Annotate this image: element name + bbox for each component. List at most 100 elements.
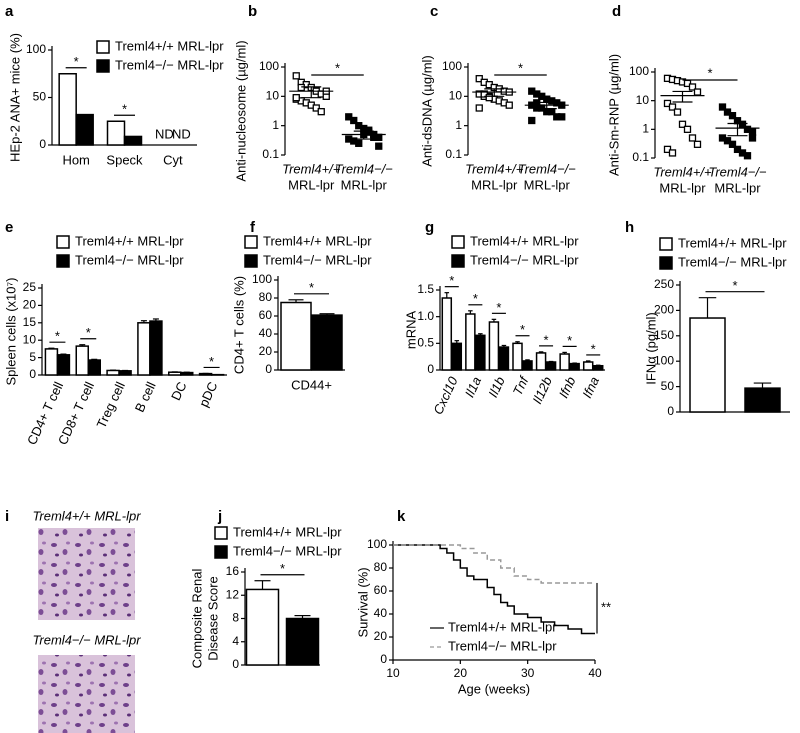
significance: * [496, 300, 501, 315]
x-tick-label: pDC [196, 379, 221, 409]
legend-label: Treml4+/+ MRL-lpr [678, 235, 787, 250]
x-tick-label: Treml4−/− [518, 161, 577, 176]
significance: * [280, 561, 285, 576]
y-tick-label: 0.1 [632, 150, 649, 164]
y-tick-label: 20 [259, 344, 273, 358]
significance: * [55, 329, 60, 344]
data-point [678, 120, 687, 128]
bar [168, 371, 182, 376]
legend-swatch [451, 235, 465, 249]
legend-label: Treml4−/− MRL-lpr [75, 252, 184, 267]
x-tick-label: MRL-lpr [341, 177, 388, 192]
y-axis-label: mRNA [403, 311, 418, 350]
x-tick-label: Ifnb [556, 374, 579, 400]
y-tick-label: 12 [226, 587, 240, 601]
legend-swatch [56, 235, 70, 249]
legend-label: Treml4+/+ MRL-lpr [233, 524, 342, 539]
annotation: ** [601, 600, 611, 615]
y-tick-label: 150 [654, 328, 674, 342]
bar [465, 313, 476, 371]
y-axis-label: Anti-nucleosome (µg/ml) [233, 40, 248, 181]
y-tick-label: 25 [23, 280, 37, 294]
y-tick-label: 0.1 [445, 147, 462, 161]
x-tick-label: Tnf [510, 373, 532, 398]
y-tick-label: 16 [226, 564, 240, 578]
y-tick-label: 5 [29, 350, 36, 364]
y-tick-label: 100 [654, 353, 674, 367]
bar [106, 369, 120, 376]
x-tick-label: MRL-lpr [524, 177, 571, 192]
y-tick-label: 40 [259, 326, 273, 340]
y-tick-label: 10 [266, 89, 280, 103]
value-label: ND [155, 126, 174, 141]
legend-label: Treml4−/− MRL-lpr [470, 252, 579, 267]
bar [475, 334, 486, 371]
panel-letter: a [5, 3, 14, 20]
legend-label: Treml4−/− MRL-lpr [115, 57, 224, 72]
data-point [505, 101, 513, 109]
x-tick-label: CD44+ [291, 377, 332, 392]
bar [592, 364, 604, 371]
data-point [743, 152, 752, 160]
bar [488, 321, 500, 371]
legend-swatch [244, 235, 258, 249]
data-point [718, 103, 727, 111]
panel-letter: h [625, 219, 634, 236]
legend-label: Treml4+/+ MRL-lpr [448, 619, 557, 634]
bar [522, 360, 533, 371]
bar [311, 314, 343, 371]
y-tick-label: 0.1 [262, 147, 279, 161]
x-tick-label: 10 [386, 666, 400, 680]
bar [545, 361, 557, 371]
data-point [748, 128, 757, 136]
bar [149, 320, 163, 376]
y-tick-label: 8 [232, 611, 239, 625]
y-axis-label: Anti-Sm-RNP (µg/ml) [606, 54, 621, 176]
legend-swatch [96, 59, 110, 73]
y-tick-label: 100 [259, 59, 279, 73]
data-point [292, 72, 300, 80]
significance: * [544, 332, 549, 347]
data-point [317, 108, 325, 116]
y-tick-label: 40 [374, 606, 388, 620]
bar [559, 353, 570, 371]
legend-swatch [96, 40, 110, 54]
significance: * [122, 102, 127, 117]
bar [582, 361, 594, 371]
y-tick-label: 50 [661, 379, 675, 393]
data-point [673, 108, 682, 116]
x-tick-label: 20 [454, 666, 468, 680]
data-point [693, 140, 702, 148]
legend-swatch [244, 254, 258, 268]
bar [118, 370, 132, 376]
legend-swatch [659, 256, 673, 270]
x-tick-label: MRL-lpr [714, 180, 761, 195]
data-point [693, 88, 702, 96]
bar [569, 362, 580, 371]
histology-image [38, 528, 135, 620]
y-axis-label: Composite Renal [189, 569, 204, 669]
legend-label: Treml4+/+ MRL-lpr [470, 233, 579, 248]
significance: * [86, 325, 91, 340]
legend-label: Treml4−/− MRL-lpr [678, 254, 787, 269]
y-tick-label: 20 [23, 298, 37, 312]
significance: * [473, 291, 478, 306]
y-tick-label: 1.5 [417, 282, 434, 296]
legend-label: Treml4−/− MRL-lpr [448, 638, 557, 653]
y-tick-label: 4 [232, 634, 239, 648]
x-tick-label: Il1b [485, 374, 507, 399]
bar [245, 588, 280, 666]
panel-letter: d [612, 3, 621, 20]
legend-label: Treml4+/+ MRL-lpr [263, 233, 372, 248]
y-tick-label: 10 [636, 93, 650, 107]
data-point [688, 134, 697, 142]
x-tick-label: Treml4+/+ [465, 161, 524, 176]
y-tick-label: 250 [654, 277, 674, 291]
value-label: ND [172, 126, 191, 141]
bar [280, 301, 312, 371]
y-tick-label: 100 [629, 64, 649, 78]
bar [123, 135, 143, 146]
data-point [558, 113, 566, 121]
significance: * [707, 65, 712, 80]
legend-swatch [56, 254, 70, 268]
